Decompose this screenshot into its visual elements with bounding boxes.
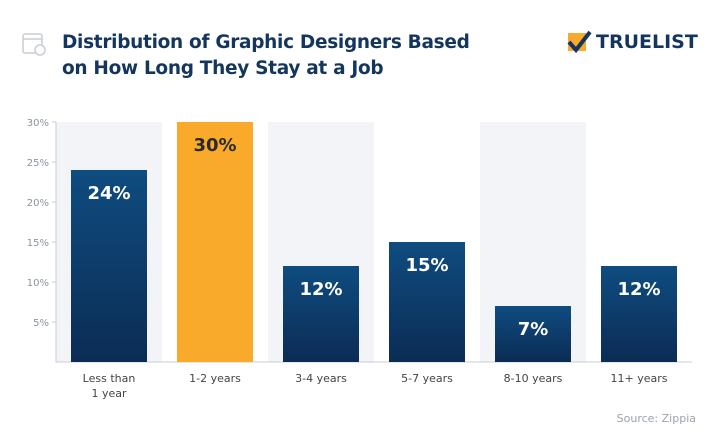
title-line-2: on How Long They Stay at a Job (62, 58, 384, 79)
x-tick-label: Less than (83, 372, 136, 385)
bar-chart: 5% 10% 15% 20% 25% 30% 24% Less than 1 year 30% 1-… (27, 118, 692, 400)
calendar-icon (22, 30, 46, 60)
x-tick-label: 1 year (91, 387, 127, 400)
bar (177, 122, 253, 362)
x-tick-label: 3-4 years (295, 372, 347, 385)
y-tick-label: 15% (27, 238, 49, 249)
bar (495, 306, 571, 362)
bar (601, 266, 677, 362)
x-tick-label: 5-7 years (401, 372, 453, 385)
check-icon (567, 30, 592, 54)
bar (283, 266, 359, 362)
data-label: 12% (299, 279, 342, 300)
logo-text: TRUELIST (596, 31, 698, 53)
data-label: 24% (87, 183, 130, 204)
source-note: Source: Zippia (616, 412, 696, 425)
data-label: 12% (617, 279, 660, 300)
truelist-logo: TRUELIST (566, 30, 698, 54)
x-tick-label: 1-2 years (189, 372, 241, 385)
x-tick-label: 8-10 years (504, 372, 563, 385)
y-tick-label: 5% (33, 318, 49, 329)
data-label: 30% (193, 135, 236, 156)
y-tick-label: 20% (27, 198, 49, 209)
bar (389, 242, 465, 362)
x-tick-label: 11+ years (611, 372, 668, 385)
y-tick-label: 25% (27, 158, 49, 169)
data-label: 15% (405, 255, 448, 276)
bar (71, 170, 147, 362)
y-tick-label: 10% (27, 278, 49, 289)
title-line-1: Distribution of Graphic Designers Based (62, 32, 470, 53)
y-tick-label: 30% (27, 118, 49, 129)
chart-title: Distribution of Graphic Designers Based … (62, 30, 470, 82)
data-label: 7% (518, 319, 549, 340)
